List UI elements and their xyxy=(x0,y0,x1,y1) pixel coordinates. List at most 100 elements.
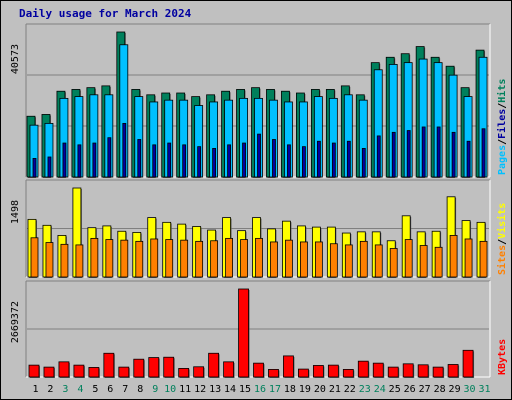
x-tick-label-day-18: 18 xyxy=(284,384,296,395)
x-tick-label-day-14: 14 xyxy=(224,384,236,395)
kbytes-bar-day-7 xyxy=(118,366,130,378)
sites-bar-day-23 xyxy=(359,240,368,278)
pages-bar-day-10 xyxy=(167,142,172,178)
x-tick-label-day-17: 17 xyxy=(269,384,281,395)
kbytes-bar-day-18 xyxy=(283,355,294,378)
sites-bar-day-29 xyxy=(449,235,458,278)
pages-bar-day-15 xyxy=(242,142,246,178)
sites-bar-day-12 xyxy=(195,240,204,278)
kbytes-bar-day-30 xyxy=(462,349,474,378)
sites-bar-day-28 xyxy=(434,246,443,278)
sites-bar-day-1 xyxy=(30,237,39,278)
sites-bar-day-20 xyxy=(314,241,323,278)
kbytes-bar-day-26 xyxy=(402,363,414,378)
sites-bar-day-17 xyxy=(270,241,278,278)
kbytes-bar-day-13 xyxy=(208,352,220,378)
kbytes-bar-day-6 xyxy=(103,352,115,378)
hits-files-pages-legend-part: / xyxy=(497,139,508,145)
x-tick-label-day-25: 25 xyxy=(389,384,401,395)
sites-bar-day-7 xyxy=(120,239,129,278)
kbytes-bar-day-15 xyxy=(238,288,249,378)
sites-bar-day-13 xyxy=(210,240,219,278)
x-tick-label-day-28: 28 xyxy=(434,384,446,395)
pages-bar-day-29 xyxy=(451,131,456,178)
x-tick-label-day-19: 19 xyxy=(299,384,311,395)
sites-visits-legend: Sites/Visits xyxy=(496,203,508,275)
sites-bar-day-26 xyxy=(404,239,413,278)
kbytes-bar-day-8 xyxy=(133,358,145,378)
pages-bar-day-6 xyxy=(107,137,112,178)
sites-bar-day-4 xyxy=(75,244,84,278)
pages-bar-day-9 xyxy=(152,144,157,178)
x-tick-label-day-30: 30 xyxy=(464,384,476,395)
pages-bar-day-22 xyxy=(346,140,351,178)
x-tick-label-day-26: 26 xyxy=(404,384,416,395)
sites-bar-day-22 xyxy=(344,244,353,278)
x-tick-label-day-24: 24 xyxy=(374,384,386,395)
x-tick-label-day-8: 8 xyxy=(137,384,143,395)
pages-bar-day-30 xyxy=(466,140,471,178)
sites-bar-day-24 xyxy=(374,244,383,278)
pages-bar-day-8 xyxy=(137,139,142,178)
sites-bar-day-5 xyxy=(90,237,99,278)
pages-bar-day-24 xyxy=(376,135,381,178)
hits-files-pages-legend-part: Pages xyxy=(497,145,508,175)
x-tick-label-day-7: 7 xyxy=(122,384,128,395)
pages-bar-day-20 xyxy=(316,140,321,178)
pages-bar-day-21 xyxy=(331,142,336,178)
sites-bar-day-27 xyxy=(419,245,428,278)
pages-bar-day-13 xyxy=(212,148,217,178)
pages-bar-day-7 xyxy=(122,122,127,178)
pages-bar-day-31 xyxy=(481,128,486,178)
sites-bar-day-19 xyxy=(300,241,308,278)
pages-bar-day-28 xyxy=(436,126,441,178)
sites-bar-day-15 xyxy=(240,239,248,278)
kbytes-bar-day-17 xyxy=(268,369,279,378)
hits-files-pages-legend-part: / xyxy=(497,103,508,109)
x-tick-label-day-4: 4 xyxy=(77,384,83,395)
visits-scale-label: 1498 xyxy=(10,200,21,224)
sites-visits-legend-part: Visits xyxy=(496,203,508,239)
x-tick-label-day-6: 6 xyxy=(107,384,113,395)
x-tick-label-day-20: 20 xyxy=(314,384,326,395)
pages-bar-day-17 xyxy=(272,139,276,178)
sites-visits-legend-part: / xyxy=(497,239,508,245)
sites-visits-legend-part: Sites xyxy=(496,245,508,275)
x-tick-label-day-29: 29 xyxy=(449,384,461,395)
kbytes-legend-part: KBytes xyxy=(497,339,508,375)
kbytes-bar-day-9 xyxy=(148,357,160,378)
sites-bar-day-8 xyxy=(135,240,144,278)
sites-bar-day-10 xyxy=(165,239,174,278)
pages-bar-day-14 xyxy=(227,144,231,178)
kbytes-bar-day-27 xyxy=(417,364,429,378)
pages-bar-day-16 xyxy=(257,133,261,178)
kbytes-bar-day-4 xyxy=(73,364,85,378)
x-tick-label-day-12: 12 xyxy=(194,384,206,395)
kbytes-bar-day-20 xyxy=(312,365,324,378)
hits-files-pages-legend: Pages/Files/Hits xyxy=(496,79,508,175)
sites-bar-day-30 xyxy=(464,238,473,278)
kbytes-bar-day-2 xyxy=(43,366,55,378)
sites-bar-day-6 xyxy=(105,239,114,278)
pages-bar-day-25 xyxy=(391,131,396,178)
pages-bar-day-18 xyxy=(287,144,291,178)
x-tick-label-day-27: 27 xyxy=(419,384,431,395)
sites-bar-day-2 xyxy=(45,242,54,278)
sites-bar-day-16 xyxy=(255,237,263,278)
chart-title: Daily usage for March 2024 xyxy=(19,7,192,20)
pages-bar-day-12 xyxy=(197,146,202,178)
kbytes-bar-day-23 xyxy=(357,360,369,378)
kbytes-bar-day-3 xyxy=(58,361,70,378)
pages-bar-day-5 xyxy=(92,142,97,178)
kbytes-bar-day-12 xyxy=(193,366,205,378)
sites-bar-day-11 xyxy=(180,239,189,278)
x-tick-label-day-16: 16 xyxy=(254,384,266,395)
x-tick-label-day-5: 5 xyxy=(92,384,98,395)
x-tick-label-day-23: 23 xyxy=(359,384,371,395)
kbytes-bar-day-11 xyxy=(178,368,190,378)
x-tick-label-day-13: 13 xyxy=(209,384,221,395)
x-tick-label-day-1: 1 xyxy=(32,384,38,395)
sites-bar-day-14 xyxy=(225,237,233,278)
kbytes-bar-day-1 xyxy=(28,364,40,378)
